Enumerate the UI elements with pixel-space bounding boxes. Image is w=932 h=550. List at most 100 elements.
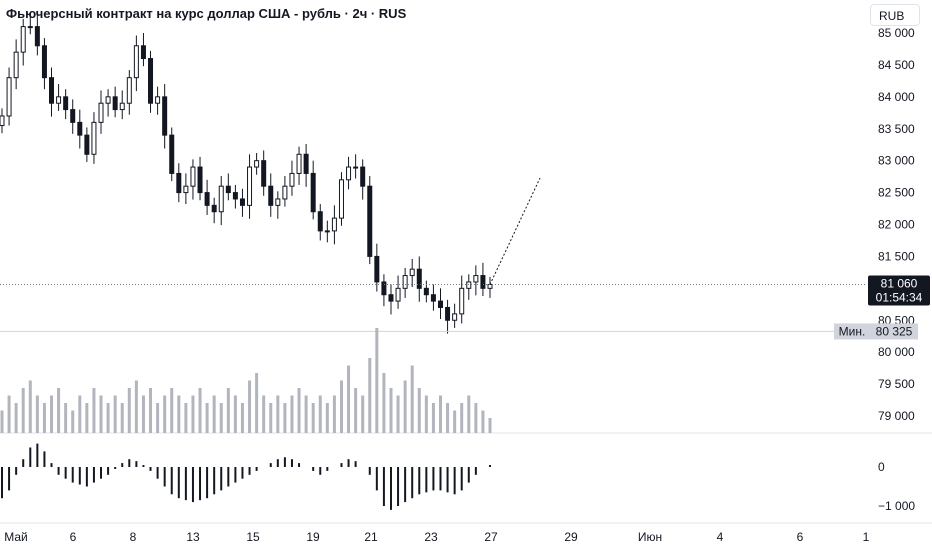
volume-bar bbox=[57, 388, 61, 433]
candle-body bbox=[360, 166, 366, 187]
candle-body bbox=[211, 204, 217, 213]
volume-bar bbox=[120, 403, 124, 433]
volume-bar bbox=[297, 388, 301, 433]
candle-body bbox=[317, 211, 323, 232]
time-tick-label: 29 bbox=[564, 530, 578, 544]
volume-bar bbox=[205, 403, 209, 433]
candle-body bbox=[126, 77, 132, 104]
candle-body bbox=[204, 192, 210, 206]
volume-bar bbox=[106, 403, 110, 433]
candle-body bbox=[437, 300, 443, 308]
volume-bar bbox=[14, 403, 18, 433]
candle-body bbox=[466, 281, 472, 289]
candle-body bbox=[148, 58, 154, 104]
candle-body bbox=[232, 192, 238, 200]
candle-body bbox=[77, 121, 83, 136]
candle-body bbox=[133, 45, 139, 79]
chart-title: Фьючерсный контракт на курс доллар США -… bbox=[6, 6, 407, 21]
currency-button[interactable]: RUB bbox=[870, 4, 920, 26]
volume-bar bbox=[438, 395, 442, 433]
last-price-value: 81 060 bbox=[881, 277, 918, 291]
volume-bar bbox=[396, 395, 400, 433]
volume-bar bbox=[276, 395, 280, 433]
volume-bar bbox=[170, 388, 174, 433]
volume-bar bbox=[325, 403, 329, 433]
volume-bar bbox=[431, 403, 435, 433]
volume-bar bbox=[248, 380, 252, 433]
candle-body bbox=[119, 102, 125, 111]
volume-bar bbox=[21, 388, 25, 433]
volume-bar bbox=[283, 403, 287, 433]
candle-body bbox=[409, 268, 415, 277]
volume-bar bbox=[149, 388, 153, 433]
volume-bar bbox=[481, 410, 485, 433]
price-tick-label: 85 000 bbox=[878, 26, 915, 40]
candle-body bbox=[353, 166, 359, 169]
candle-body bbox=[56, 96, 62, 104]
time-tick-label: 15 bbox=[246, 530, 260, 544]
candle-body bbox=[268, 185, 274, 206]
candle-body bbox=[367, 185, 373, 257]
candle-body bbox=[140, 45, 146, 60]
volume-bar bbox=[290, 395, 294, 433]
volume-bar bbox=[368, 358, 372, 433]
volume-bar bbox=[311, 403, 315, 433]
candle-body bbox=[176, 172, 182, 194]
candle-body bbox=[282, 185, 288, 200]
candle-body bbox=[289, 172, 295, 187]
time-tick-label: Май bbox=[4, 530, 28, 544]
candle-body bbox=[402, 275, 408, 289]
candle-body bbox=[303, 153, 309, 174]
volume-bar bbox=[50, 395, 54, 433]
candle-body bbox=[445, 306, 451, 321]
osc-tick-label: −1 000 bbox=[878, 499, 915, 513]
volume-bar bbox=[382, 373, 386, 433]
volume-bar bbox=[474, 403, 478, 433]
volume-bar bbox=[99, 395, 103, 433]
candle-body bbox=[218, 185, 224, 213]
min-label-value: 80 325 bbox=[876, 324, 913, 338]
candle-body bbox=[261, 160, 267, 187]
candle-body bbox=[254, 160, 260, 168]
volume-bar bbox=[446, 403, 450, 433]
candle-body bbox=[239, 198, 245, 206]
candle-body bbox=[310, 172, 316, 213]
volume-bar bbox=[78, 395, 82, 433]
price-tick-label: 82 000 bbox=[878, 218, 915, 232]
candle-body bbox=[105, 96, 111, 104]
volume-bar bbox=[219, 403, 223, 433]
candle-body bbox=[162, 96, 168, 136]
volume-bar bbox=[240, 403, 244, 433]
time-tick-label: 23 bbox=[424, 530, 438, 544]
price-tick-label: 80 000 bbox=[878, 345, 915, 359]
candle-body bbox=[6, 77, 12, 117]
volume-bar bbox=[64, 403, 68, 433]
candle-body bbox=[324, 230, 330, 233]
candle-body bbox=[487, 284, 493, 289]
candle-body bbox=[84, 134, 90, 155]
volume-bar bbox=[347, 365, 351, 433]
price-tick-label: 83 000 bbox=[878, 154, 915, 168]
osc-tick-label: 0 bbox=[878, 460, 885, 474]
candle-body bbox=[459, 287, 465, 315]
candle-body bbox=[452, 313, 458, 321]
candle-body bbox=[395, 287, 401, 302]
volume-bar bbox=[134, 380, 138, 433]
time-tick-label: 4 bbox=[717, 530, 724, 544]
candle-body bbox=[197, 166, 203, 194]
price-tick-label: 83 500 bbox=[878, 122, 915, 136]
volume-bar bbox=[467, 395, 471, 433]
price-tick-label: 82 500 bbox=[878, 186, 915, 200]
volume-bar bbox=[233, 395, 237, 433]
volume-bar bbox=[403, 380, 407, 433]
min-label-caption-bg bbox=[834, 323, 870, 340]
volume-bar bbox=[141, 395, 145, 433]
volume-bar bbox=[0, 410, 4, 433]
volume-bar bbox=[424, 395, 428, 433]
volume-bar bbox=[177, 395, 181, 433]
candle-body bbox=[225, 185, 231, 194]
candle-body bbox=[27, 26, 33, 29]
time-tick-label: 8 bbox=[130, 530, 137, 544]
countdown-value: 01:54:34 bbox=[876, 291, 923, 305]
